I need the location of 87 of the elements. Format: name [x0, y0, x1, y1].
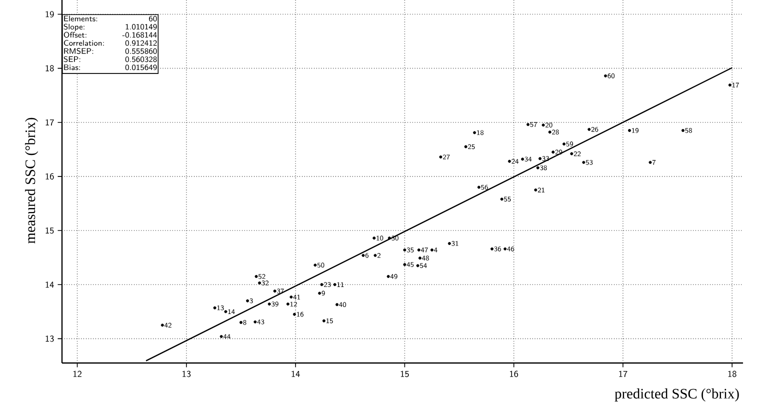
x-tick-label: 18: [728, 370, 736, 378]
point: [648, 160, 652, 164]
point: [604, 74, 607, 78]
annotation: 60: [149, 16, 157, 22]
x-tick-label: 13: [182, 370, 191, 378]
y-tick-label: 17: [46, 119, 54, 126]
point: [548, 130, 552, 134]
point: [318, 292, 322, 295]
point: [521, 158, 524, 161]
point: [333, 283, 336, 286]
point: [254, 320, 257, 324]
point: [588, 128, 591, 131]
point: [224, 310, 228, 314]
point: [292, 312, 296, 316]
point: [500, 198, 504, 201]
point: [582, 160, 586, 164]
point: [473, 131, 476, 134]
point: [362, 254, 365, 257]
point: [213, 306, 216, 310]
point: [403, 248, 406, 252]
x-tick-label: 16: [510, 370, 518, 378]
point: [403, 263, 406, 266]
point: [374, 254, 377, 257]
point: [273, 290, 276, 293]
x-tick-label: 12: [73, 370, 82, 377]
x-tick-label: 15: [400, 370, 409, 378]
point: [628, 128, 632, 132]
point: [534, 188, 538, 192]
point: [526, 123, 530, 126]
point: [439, 155, 442, 158]
point: [464, 145, 468, 148]
y-tick-label: 14: [46, 282, 54, 288]
point: [239, 320, 242, 324]
point: [430, 248, 434, 252]
point: [372, 236, 376, 240]
annotation: 1.010149: [126, 24, 157, 30]
point: [258, 281, 262, 284]
point: [504, 247, 507, 250]
annotation: 0.555860: [125, 48, 157, 54]
y-tick-label: 15: [46, 227, 54, 234]
annotation: Correlation:: [64, 40, 104, 46]
point: [418, 256, 422, 260]
annotation: Bias:: [64, 64, 80, 70]
point: [538, 157, 542, 160]
point: [314, 264, 317, 267]
annotation: SEP:: [64, 56, 80, 62]
annotation: -0.168144: [122, 32, 157, 38]
point: [246, 299, 250, 302]
point: [508, 160, 511, 163]
point: [220, 335, 223, 338]
point: [490, 247, 494, 250]
point: [336, 303, 339, 306]
x-axis-title: predicted SSC (°brix): [614, 388, 739, 402]
point: [286, 302, 290, 306]
x-tick-label: 17: [619, 370, 628, 377]
point: [322, 319, 326, 322]
point: [386, 274, 390, 278]
point: [448, 242, 451, 245]
point: [160, 324, 164, 327]
point: [477, 186, 480, 189]
annotation: Elements:: [64, 16, 98, 22]
point: [552, 150, 555, 154]
point: [570, 152, 574, 156]
point: [388, 236, 391, 240]
x-tick-label: 14: [292, 370, 300, 377]
y-tick-label: 19: [46, 11, 54, 18]
y-tick-label: 13: [46, 336, 54, 342]
point: [728, 84, 732, 87]
point: [290, 296, 293, 299]
point: [562, 142, 566, 146]
annotation: 0.015649: [125, 64, 157, 70]
point: [416, 264, 420, 268]
point: [417, 248, 420, 252]
point: [542, 124, 545, 127]
point: [254, 274, 258, 278]
point: [681, 128, 684, 132]
annotation: 0.912412: [125, 40, 157, 46]
annotation: RMSEP:: [64, 48, 94, 54]
annotation: Slope:: [64, 24, 84, 31]
y-tick-label: 16: [46, 173, 54, 180]
annotation: Offset:: [64, 32, 86, 38]
point: [320, 283, 324, 286]
point: [536, 166, 540, 170]
point: [268, 302, 271, 306]
y-axis-title: measured SSC (°brix): [25, 118, 38, 244]
y-tick-label: 18: [46, 65, 54, 72]
annotation: 0.560328: [125, 56, 157, 62]
